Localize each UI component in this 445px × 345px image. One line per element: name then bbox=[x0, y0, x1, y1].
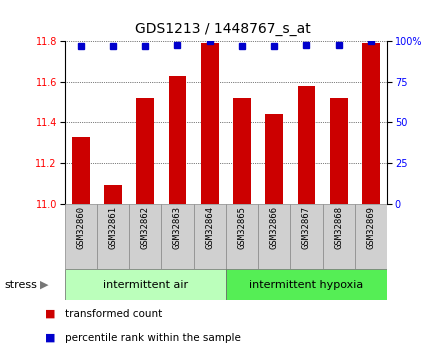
Bar bbox=[330, 98, 348, 204]
Text: GSM32865: GSM32865 bbox=[238, 206, 247, 248]
Bar bbox=[226, 269, 387, 300]
Bar bbox=[291, 204, 323, 269]
Text: GSM32864: GSM32864 bbox=[205, 206, 214, 248]
Text: GSM32869: GSM32869 bbox=[367, 206, 376, 248]
Bar bbox=[265, 115, 283, 204]
Text: GSM32862: GSM32862 bbox=[141, 206, 150, 248]
Bar bbox=[65, 269, 226, 300]
Bar bbox=[298, 86, 316, 204]
Text: stress: stress bbox=[4, 280, 37, 289]
Text: ■: ■ bbox=[44, 333, 55, 343]
Text: intermittent air: intermittent air bbox=[103, 280, 188, 289]
Bar bbox=[104, 185, 122, 204]
Text: GDS1213 / 1448767_s_at: GDS1213 / 1448767_s_at bbox=[135, 22, 310, 37]
Text: GSM32863: GSM32863 bbox=[173, 206, 182, 248]
Bar bbox=[323, 204, 355, 269]
Bar bbox=[258, 204, 291, 269]
Bar bbox=[162, 204, 194, 269]
Bar bbox=[226, 204, 258, 269]
Bar bbox=[72, 137, 89, 204]
Text: intermittent hypoxia: intermittent hypoxia bbox=[249, 280, 364, 289]
Text: GSM32860: GSM32860 bbox=[76, 206, 85, 248]
Bar bbox=[136, 98, 154, 204]
Text: ▶: ▶ bbox=[40, 280, 49, 289]
Bar bbox=[129, 204, 162, 269]
Bar bbox=[194, 204, 226, 269]
Text: ■: ■ bbox=[44, 309, 55, 319]
Text: GSM32868: GSM32868 bbox=[334, 206, 343, 248]
Text: percentile rank within the sample: percentile rank within the sample bbox=[65, 333, 240, 343]
Text: transformed count: transformed count bbox=[65, 309, 162, 319]
Text: GSM32867: GSM32867 bbox=[302, 206, 311, 248]
Bar bbox=[169, 76, 186, 204]
Bar bbox=[355, 204, 387, 269]
Bar bbox=[201, 43, 218, 204]
Text: GSM32866: GSM32866 bbox=[270, 206, 279, 248]
Bar bbox=[97, 204, 129, 269]
Bar bbox=[233, 98, 251, 204]
Bar bbox=[65, 204, 97, 269]
Text: GSM32861: GSM32861 bbox=[109, 206, 117, 248]
Bar bbox=[362, 43, 380, 204]
